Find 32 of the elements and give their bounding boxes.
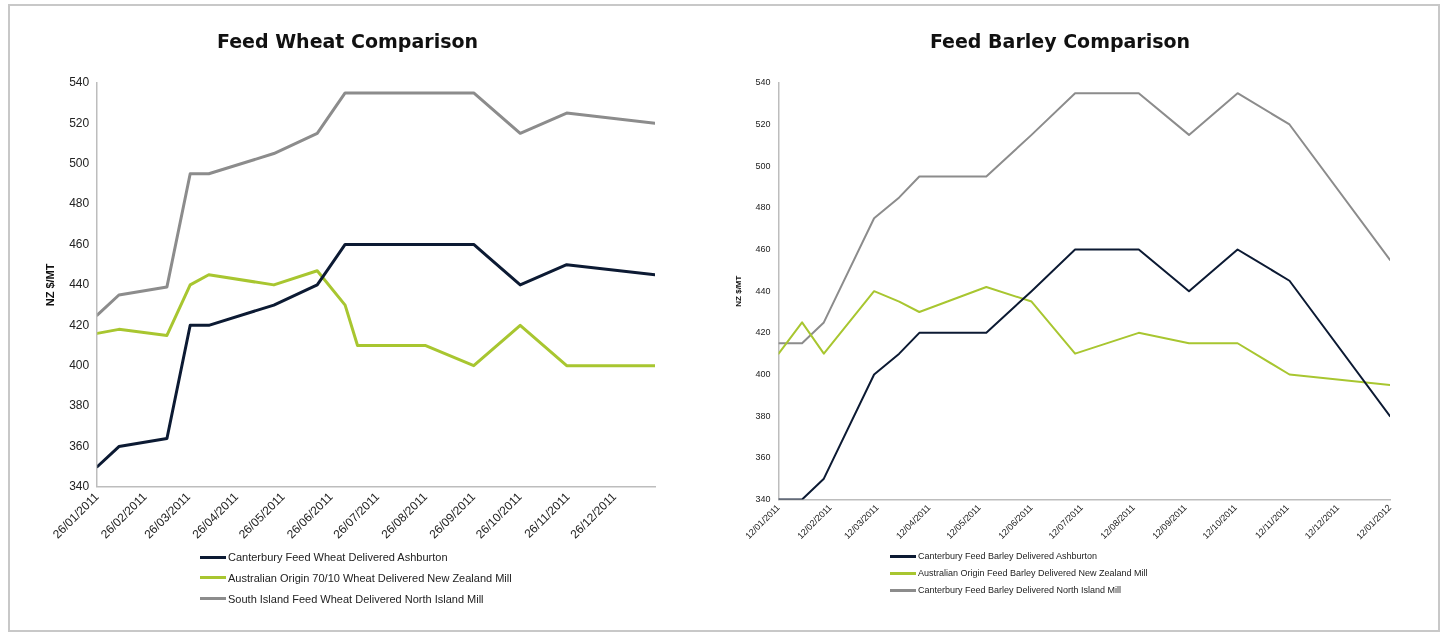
y-tick-label: 520	[69, 115, 90, 130]
y-tick-label: 500	[69, 155, 90, 170]
y-tick-label: 340	[69, 479, 90, 494]
y-tick-label: 540	[755, 77, 771, 88]
legend-label: Canterbury Feed Wheat Delivered Ashburton	[228, 551, 448, 563]
y-tick-label: 380	[69, 398, 90, 413]
y-axis-title: NZ $/MT	[734, 275, 743, 307]
y-tick-label: 420	[755, 327, 771, 338]
legend-label: Australian Origin Feed Barley Delivered New Zealand Mill	[918, 568, 1148, 579]
y-tick-label: 520	[755, 118, 771, 129]
y-tick-label: 480	[69, 196, 90, 211]
y-tick-label: 460	[69, 236, 90, 251]
legend-label: Australian Origin 70/10 Wheat Delivered New Zealand Mill	[228, 571, 512, 584]
y-tick-label: 480	[755, 202, 771, 213]
chart-title: Feed Wheat Comparison	[216, 30, 479, 53]
legend-label: Canterbury Feed Barley Delivered Ashburton	[918, 551, 1098, 561]
y-tick-label: 440	[755, 285, 771, 296]
y-tick-label: 380	[755, 410, 771, 421]
y-axis-title: NZ $/MT	[43, 263, 56, 307]
y-tick-label: 440	[69, 277, 90, 292]
chart-title: Feed Barley Comparison	[929, 30, 1191, 53]
y-tick-label: 360	[755, 452, 771, 463]
y-tick-label: 500	[755, 160, 771, 171]
y-tick-label: 400	[69, 358, 90, 373]
legend-label: Canterbury Feed Barley Delivered North Island Mill	[918, 585, 1122, 596]
y-tick-label: 540	[69, 75, 90, 90]
y-tick-label: 340	[755, 494, 771, 504]
y-tick-label: 400	[755, 368, 771, 379]
y-tick-label: 460	[755, 243, 771, 254]
y-tick-label: 360	[69, 438, 90, 453]
legend-label: South Island Feed Wheat Delivered North Island Mill	[228, 592, 484, 605]
y-tick-label: 420	[69, 317, 90, 332]
